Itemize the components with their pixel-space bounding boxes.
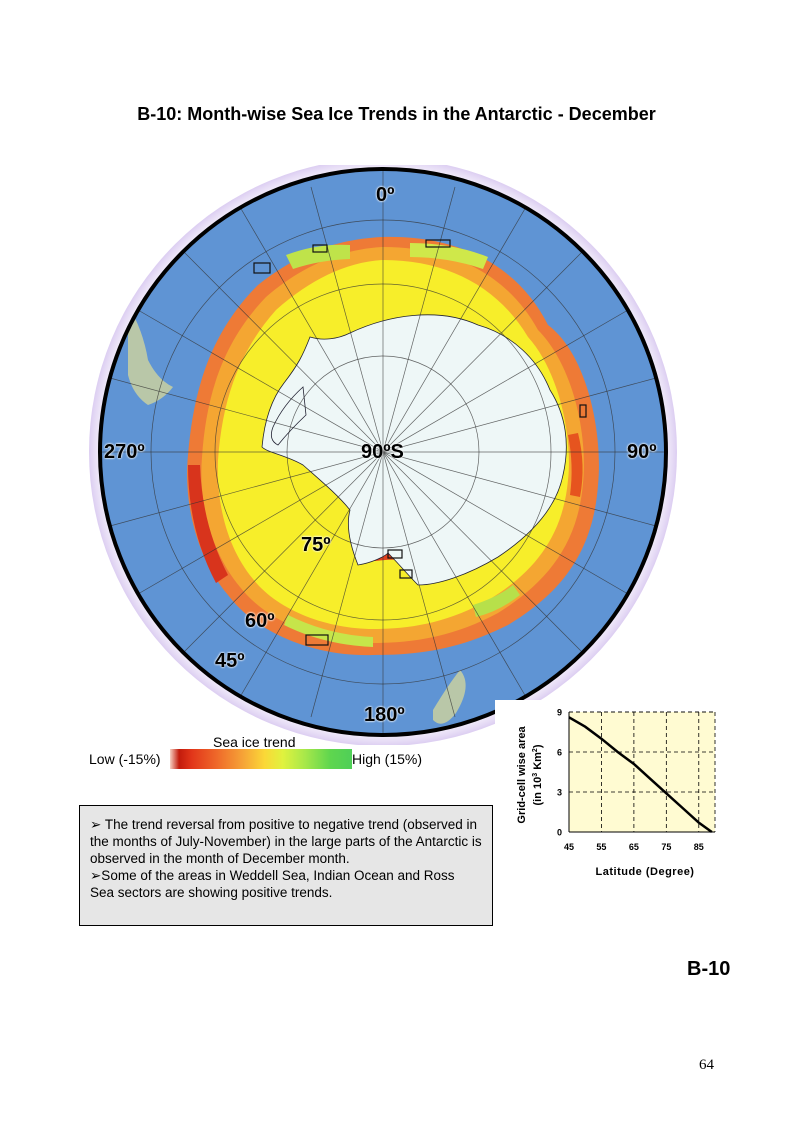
trend-high-patch-2 <box>410 243 488 269</box>
x-tick-label: 45 <box>564 842 574 852</box>
map-border <box>98 167 668 737</box>
note-bullet-2: ➢Some of the areas in Weddell Sea, India… <box>90 868 455 900</box>
x-tick-label: 85 <box>694 842 704 852</box>
trend-high-patch-4 <box>473 585 520 617</box>
x-axis-label: Latitude (Degree) <box>596 866 695 878</box>
y-tick-labels: 0 3 6 9 <box>557 708 562 838</box>
antarctic-map <box>89 165 677 745</box>
label-75-degree: 75º <box>301 534 331 556</box>
x-tick-labels: 45 55 65 75 85 <box>564 842 704 852</box>
legend-color-scale <box>170 749 352 769</box>
chart-grid <box>569 711 716 832</box>
x-tick-label: 75 <box>661 842 671 852</box>
label-180-degree: 180º <box>364 704 405 726</box>
y-tick-label: 6 <box>557 748 562 758</box>
label-45-degree: 45º <box>215 650 245 672</box>
trend-high-patch-3 <box>284 615 373 647</box>
label-60-degree: 60º <box>245 610 275 632</box>
label-0-degree: 0º <box>376 184 395 206</box>
y-tick-label: 9 <box>557 708 562 718</box>
note-bullet-1: ➢ The trend reversal from positive to ne… <box>90 817 482 866</box>
y-axis-label-line2: (in 103 Km2) <box>532 744 544 805</box>
label-south-pole: 90ºS <box>361 441 404 463</box>
trend-high-patch-1 <box>286 244 350 269</box>
significance-markers <box>253 239 587 646</box>
series-line-area <box>568 716 713 834</box>
y-tick-label: 0 <box>557 828 562 838</box>
label-90-degree: 90º <box>627 441 657 463</box>
legend-high-label: High (15%) <box>352 751 423 767</box>
trend-low-patch-1 <box>188 465 228 583</box>
legend-title: Sea ice trend <box>213 734 296 750</box>
y-tick-label: 3 <box>557 788 562 798</box>
x-tick-label: 55 <box>596 842 606 852</box>
info-note-box: ➢ The trend reversal from positive to ne… <box>79 805 493 926</box>
trend-low-patch-3 <box>568 433 583 497</box>
page-title: B-10: Month-wise Sea Ice Trends in the A… <box>137 104 656 124</box>
y-axis-label-line1: Grid-cell wise area <box>516 726 528 824</box>
legend-low-label: Low (-15%) <box>89 751 161 767</box>
page-code: B-10 <box>687 958 731 980</box>
label-270-degree: 270º <box>104 441 145 463</box>
south-america-tip <box>128 305 173 405</box>
graticule <box>100 169 666 735</box>
antarctic-peninsula <box>270 386 307 446</box>
page-number: 64 <box>699 1057 714 1073</box>
x-tick-label: 65 <box>629 842 639 852</box>
latitude-area-chart: 0 3 6 9 45 55 65 75 85 Latitude (Degree) Grid-c… <box>495 700 720 885</box>
